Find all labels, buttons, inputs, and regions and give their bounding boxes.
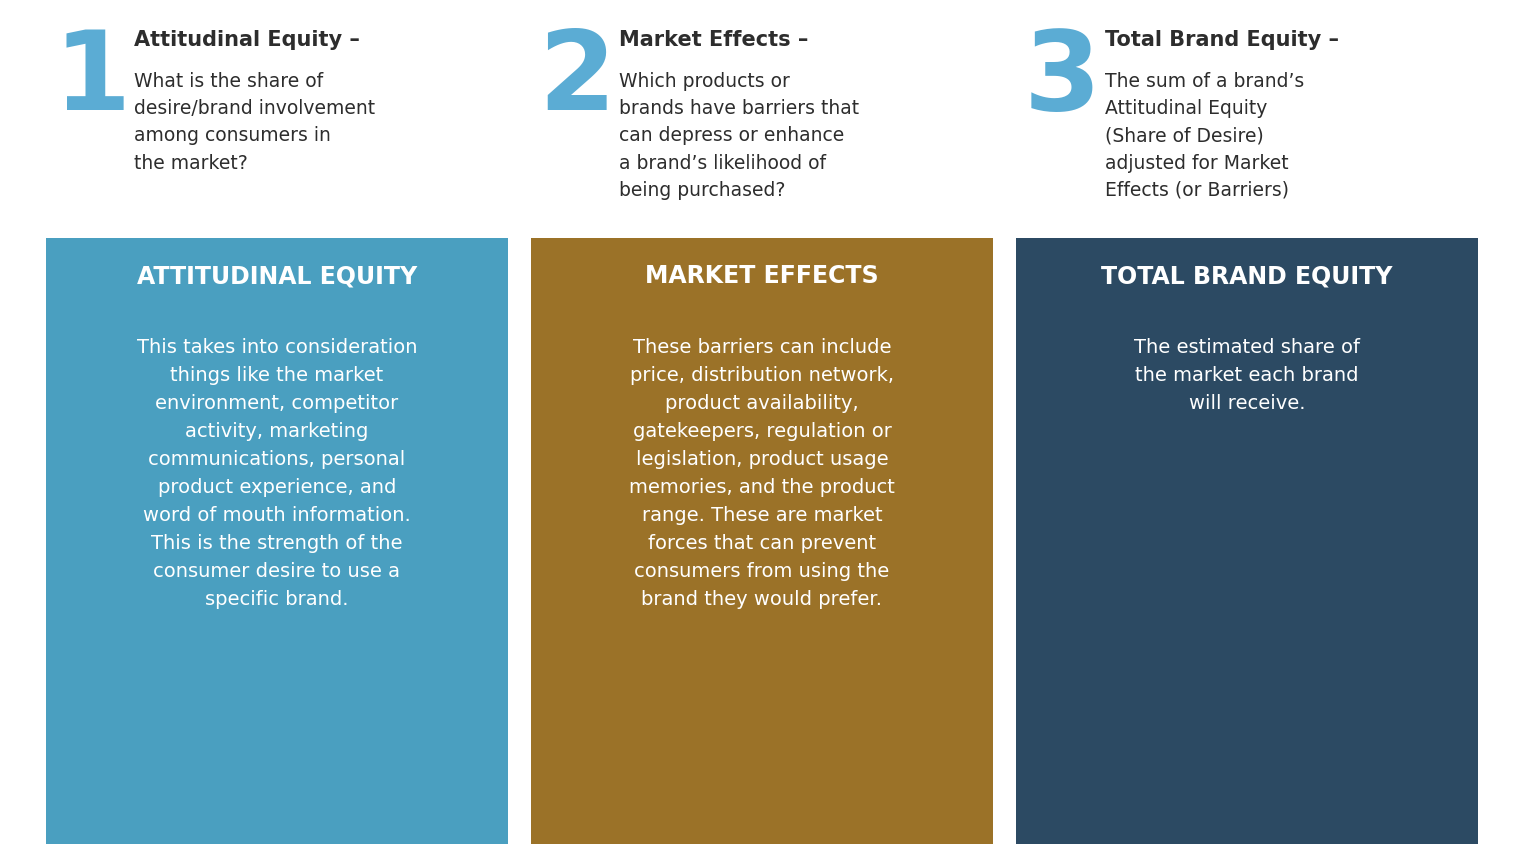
Text: Which products or
brands have barriers that
can depress or enhance
a brand’s lik: Which products or brands have barriers t…	[619, 72, 860, 200]
Text: The sum of a brand’s
Attitudinal Equity
(Share of Desire)
adjusted for Market
Ef: The sum of a brand’s Attitudinal Equity …	[1105, 72, 1303, 200]
Text: TOTAL BRAND EQUITY: TOTAL BRAND EQUITY	[1102, 264, 1393, 288]
Text: Market Effects –: Market Effects –	[619, 30, 809, 50]
FancyBboxPatch shape	[46, 238, 507, 844]
Text: 2: 2	[538, 26, 616, 133]
Text: ATTITUDINAL EQUITY: ATTITUDINAL EQUITY	[137, 264, 418, 288]
Text: Total Brand Equity –: Total Brand Equity –	[1105, 30, 1338, 50]
Text: This takes into consideration
things like the market
environment, competitor
act: This takes into consideration things lik…	[137, 338, 418, 609]
Text: These barriers can include
price, distribution network,
product availability,
ga: These barriers can include price, distri…	[629, 338, 895, 609]
Text: The estimated share of
the market each brand
will receive.: The estimated share of the market each b…	[1134, 338, 1359, 413]
Text: Attitudinal Equity –: Attitudinal Equity –	[134, 30, 360, 50]
Text: 1: 1	[53, 26, 131, 133]
Text: 3: 3	[1024, 26, 1100, 133]
FancyBboxPatch shape	[530, 238, 994, 844]
FancyBboxPatch shape	[1017, 238, 1478, 844]
Text: What is the share of
desire/brand involvement
among consumers in
the market?: What is the share of desire/brand involv…	[134, 72, 375, 172]
Text: MARKET EFFECTS: MARKET EFFECTS	[645, 264, 879, 288]
